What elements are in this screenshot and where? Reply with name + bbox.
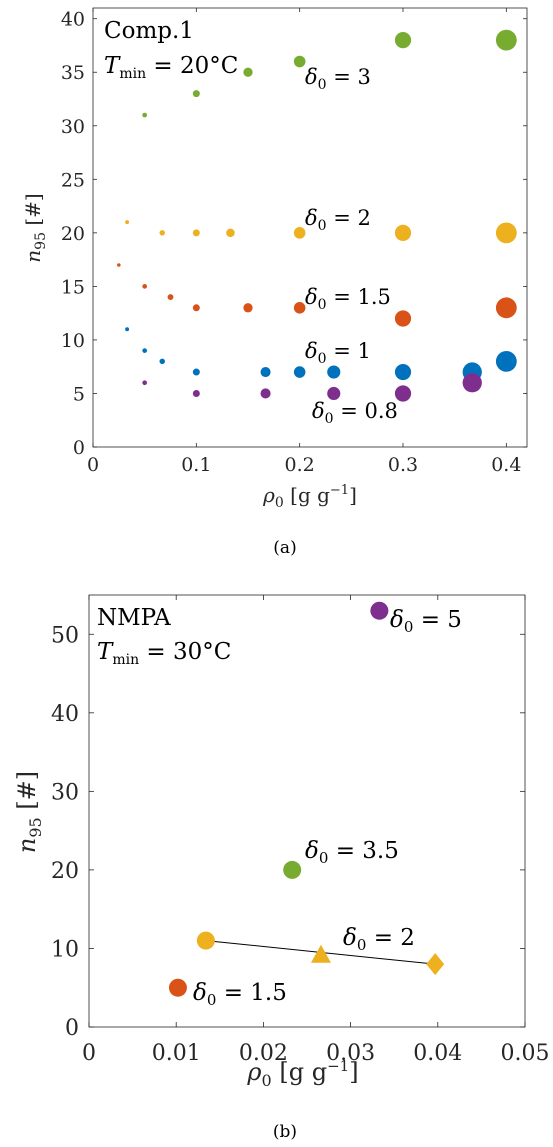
panel-b-y-axis-label: n95 [#] <box>13 771 45 853</box>
panel-b-label-d2: δ0 = 2 <box>343 925 415 954</box>
panel-a-label-d15: δ0 = 1.5 <box>305 285 391 313</box>
panel-b-x-tick-label: 0.01 <box>152 1041 201 1066</box>
panel-b-y-tick-label: 40 <box>51 702 79 727</box>
panel-a-annotation-1: Comp.1 <box>104 18 194 44</box>
panel-a-y-tick-label: 30 <box>61 116 85 138</box>
panel-a-point-series-1-5 <box>394 224 412 241</box>
panel-a-point-series-4-0 <box>142 380 148 386</box>
panel-a-point-series-3-6 <box>327 365 341 379</box>
panel-a-y-tick-label: 10 <box>61 330 85 352</box>
panel-a-point-series-3-2 <box>159 358 165 365</box>
panel-a-point-series-1-0 <box>125 220 130 225</box>
panel-b-point-1 <box>283 860 302 879</box>
panel-b-y-tick-label: 0 <box>65 1016 79 1041</box>
panel-a-label-d1: δ0 = 1 <box>305 339 371 367</box>
panel-a-point-series-3-3 <box>192 368 200 376</box>
panel-a-point-series-4-2 <box>260 388 271 399</box>
panel-a-y-tick-label: 40 <box>61 9 85 31</box>
panel-a-point-series-1-2 <box>192 229 200 237</box>
panel-a-point-series-4-5 <box>462 373 482 393</box>
panel-a-point-series-0-2 <box>243 67 253 77</box>
panel-a-label-d3: δ0 = 3 <box>305 65 371 93</box>
panel-a-point-series-0-0 <box>142 112 148 118</box>
panel-a-point-series-1-3 <box>226 228 235 238</box>
panel-a-point-series-4-4 <box>394 385 412 402</box>
panel-b-x-axis-label: ρ0 [g g−1] <box>246 1057 358 1090</box>
panel-b-y-tick-label: 10 <box>51 937 79 962</box>
panel-a-x-tick-label: 0.3 <box>388 454 418 476</box>
panel-a-point-series-0-1 <box>192 90 200 98</box>
panel-a-y-tick-label: 20 <box>61 223 85 245</box>
panel-a-plot-area <box>92 7 528 448</box>
panel-a-point-series-3-5 <box>293 366 306 378</box>
panel-a-y-axis-label: n95 [#] <box>21 193 49 262</box>
panel-b-label-d35: δ0 = 3.5 <box>305 838 399 867</box>
panel-a-point-series-2-2 <box>167 294 174 301</box>
panel-a-point-series-0-4 <box>394 32 412 49</box>
panel-b-x-ticks: 0 0.01 0.02 0.03 0.04 0.05 <box>82 595 549 1066</box>
panel-a-point-series-3-7 <box>394 363 412 381</box>
panel-a-point-series-0-5 <box>495 29 517 51</box>
panel-b-y-tick-label: 30 <box>51 780 79 805</box>
panel-a-point-series-1-1 <box>159 230 165 236</box>
panel-a-point-series-2-7 <box>495 297 517 319</box>
panel-a-x-tick-label: 0.4 <box>491 454 521 476</box>
panel-a-point-series-1-4 <box>293 227 306 239</box>
panel-a-x-axis-label: ρ0 [g g−1] <box>262 483 357 511</box>
panel-b-annotation-2: Tmin = 30°C <box>97 639 231 668</box>
panel-a-x-tick-label: 0.2 <box>285 454 315 476</box>
panel-b-caption: (b) <box>273 1122 297 1142</box>
panel-a-x-tick-label: 0 <box>87 454 99 476</box>
panel-a-label-d08: δ0 = 0.8 <box>312 399 398 427</box>
panel-a-point-series-2-4 <box>243 303 253 313</box>
panel-a-point-series-2-6 <box>394 310 412 327</box>
panel-a-point-series-3-4 <box>260 367 271 378</box>
panel-b-point-2 <box>168 978 187 997</box>
panel-b-point-5 <box>426 953 445 976</box>
panel-a-y-tick-label: 35 <box>61 62 85 84</box>
panel-b-point-4 <box>310 944 331 963</box>
panel-a-point-series-3-0 <box>125 327 130 332</box>
panel-b-x-tick-label: 0.05 <box>501 1041 550 1066</box>
panel-a-point-series-4-3 <box>327 386 341 401</box>
panel-a-x-ticks: 0 0.1 0.2 0.3 0.4 <box>87 8 521 476</box>
panel-a-x-tick-label: 0.1 <box>181 454 211 476</box>
panel-b-point-0 <box>370 601 389 620</box>
panel-a-point-series-3-1 <box>142 348 148 353</box>
panel-a-annotation-2: Tmin = 20°C <box>104 53 238 82</box>
panel-a: 0 0.1 0.2 0.3 0.4 0 5 10 15 20 25 30 35 40 Comp.1 Tm… <box>21 7 528 558</box>
panel-a-point-series-2-3 <box>192 304 200 312</box>
panel-a-point-series-0-3 <box>293 55 306 68</box>
panel-b-x-tick-label: 0.02 <box>239 1041 288 1066</box>
panel-b-annotation-1: NMPA <box>97 605 171 631</box>
panel-a-point-series-2-0 <box>117 263 121 267</box>
panel-a-y-tick-label: 5 <box>73 383 85 405</box>
panel-a-markers <box>117 29 517 402</box>
panel-a-y-tick-label: 25 <box>61 169 85 191</box>
panel-a-point-series-3-9 <box>495 350 517 372</box>
panel-a-caption: (a) <box>273 538 296 558</box>
panel-b-x-tick-label: 0 <box>82 1041 96 1066</box>
panel-b-label-d15: δ0 = 1.5 <box>193 980 287 1009</box>
panel-b: 0 0.01 0.02 0.03 0.04 0.05 0 10 20 30 40 50 NMPA T… <box>13 594 549 1142</box>
panel-a-point-series-2-5 <box>293 302 306 314</box>
panel-b-point-3 <box>196 931 215 950</box>
panel-a-y-ticks: 0 5 10 15 20 25 30 35 40 <box>61 9 527 459</box>
panel-b-plot-area <box>88 594 526 1028</box>
panel-b-label-d5: δ0 = 5 <box>390 607 462 636</box>
panel-a-point-series-2-1 <box>142 284 148 289</box>
panel-b-y-tick-label: 50 <box>51 623 79 648</box>
panel-b-x-tick-label: 0.04 <box>413 1041 462 1066</box>
panel-b-markers <box>168 601 445 997</box>
panel-a-y-tick-label: 0 <box>73 437 85 459</box>
panel-a-y-tick-label: 15 <box>61 276 85 298</box>
panel-a-point-series-4-1 <box>192 389 200 397</box>
panel-a-point-series-1-6 <box>495 222 517 244</box>
panel-b-y-ticks: 0 10 20 30 40 50 <box>51 623 525 1041</box>
panel-a-label-d2: δ0 = 2 <box>305 206 371 234</box>
panel-b-y-tick-label: 20 <box>51 859 79 884</box>
panel-b-x-tick-label: 0.03 <box>326 1041 375 1066</box>
